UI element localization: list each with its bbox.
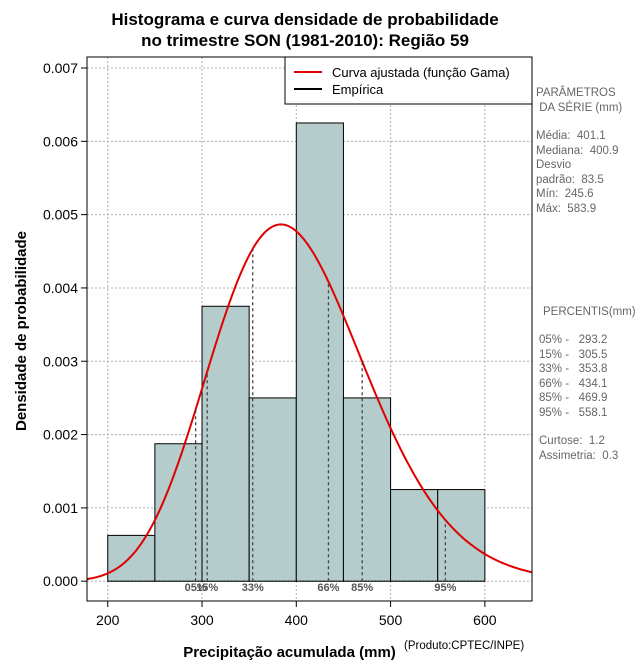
percentile-label: 95%	[434, 582, 456, 594]
x-tick-label: 400	[285, 612, 309, 628]
histogram-bar	[107, 534, 156, 582]
chart-title-line1: Histograma e curva densidade de probabil…	[111, 10, 499, 29]
percentile-label: 15%	[196, 582, 218, 594]
x-tick-label: 200	[96, 612, 120, 628]
y-tick-label: 0.005	[43, 207, 78, 223]
histogram-bar	[342, 397, 392, 582]
gamma-curve	[86, 223, 533, 581]
y-tick-label: 0.002	[43, 427, 78, 443]
percentile-label: 85%	[351, 582, 373, 594]
stats-header: PARÂMETROS DA SÉRIE (mm)	[536, 87, 623, 114]
percentile-lines: 05%15% 33% 66% 85% 95%	[185, 248, 457, 594]
y-tick-label: 0.006	[43, 133, 78, 149]
x-axis: 200 300 400 500 600	[96, 601, 497, 628]
chart-title-line2: no trimestre SON (1981-2010): Região 59	[141, 31, 469, 50]
x-axis-label: Precipitação acumulada (mm)	[183, 644, 396, 660]
legend-label-fit: Curva ajustada (função Gama)	[332, 65, 510, 80]
y-tick-label: 0.004	[43, 280, 78, 296]
legend-box	[284, 56, 533, 105]
percentis-values: 05% - 293.2 15% - 305.5 33% - 353.8 66% …	[539, 334, 608, 419]
histogram-bar	[437, 489, 486, 582]
histogram-bar	[154, 443, 203, 582]
percentis-header: PERCENTIS(mm)	[543, 306, 636, 318]
y-tick-label: 0.003	[43, 353, 78, 369]
y-axis: 0.000 0.001 0.002 0.003 0.004 0.005 0.006 0.007	[43, 60, 87, 589]
legend: Curva ajustada (função Gama) Empírica	[284, 56, 533, 105]
y-tick-label: 0.001	[43, 500, 78, 516]
x-tick-label: 500	[379, 612, 403, 628]
percentile-label: 33%	[242, 582, 264, 594]
y-axis-label: Densidade de probabilidade	[13, 231, 30, 431]
percentile-label: 66%	[317, 582, 339, 594]
x-tick-label: 600	[473, 612, 497, 628]
histogram-bar	[248, 397, 297, 582]
product-credit: (Produto:CPTEC/INPE)	[404, 640, 525, 652]
histogram-bar	[201, 305, 250, 582]
x-tick-label: 300	[190, 612, 214, 628]
legend-label-empirical: Empírica	[332, 82, 384, 97]
histogram-bars	[107, 122, 486, 582]
histogram-bar	[295, 122, 344, 582]
percentile-label: 05%	[185, 582, 207, 594]
stats-values: Média: 401.1 Mediana: 400.9 Desvio padrã…	[536, 130, 619, 215]
y-tick-label: 0.007	[43, 60, 78, 76]
gamma-curve-line	[86, 223, 533, 581]
y-tick-label: 0.000	[43, 573, 78, 589]
shape-values: Curtose: 1.2 Assimetria: 0.3	[539, 435, 619, 462]
histogram-bar	[390, 489, 439, 582]
